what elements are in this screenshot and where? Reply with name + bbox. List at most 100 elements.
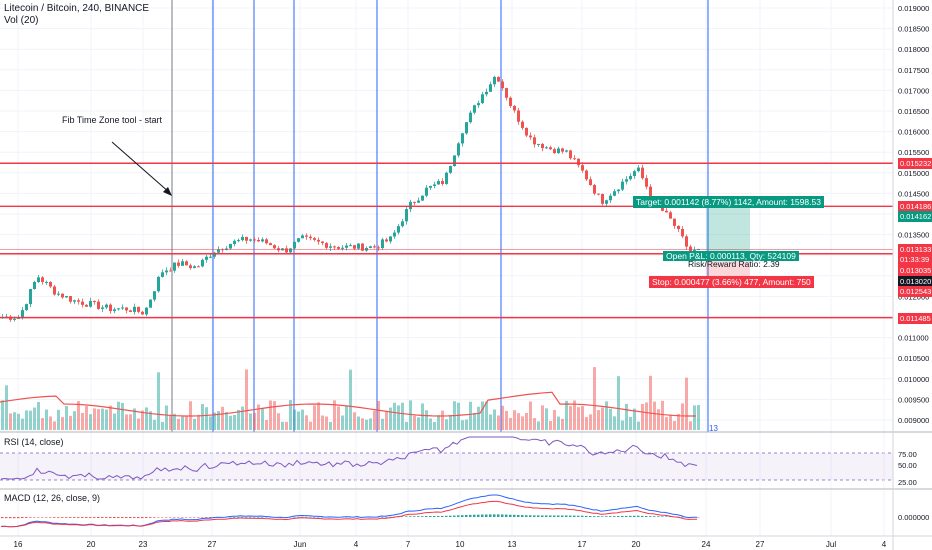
candle-body — [145, 307, 148, 315]
macd-hist-bar — [209, 517, 212, 518]
candle-body — [257, 239, 260, 242]
candle-body — [101, 307, 104, 309]
volume-bar — [389, 407, 392, 430]
candle-body — [281, 248, 284, 251]
horizontal-levels[interactable] — [0, 162, 893, 319]
candle-body — [137, 306, 140, 312]
candle-body — [33, 282, 36, 290]
fib-note[interactable]: Fib Time Zone tool - start — [62, 115, 163, 125]
macd-hist-bar — [5, 517, 8, 519]
candle-body — [249, 239, 252, 241]
macd-hist-bar — [381, 516, 384, 518]
candle-body — [157, 276, 160, 292]
candle-body — [529, 135, 532, 138]
macd-hist-bar — [657, 516, 660, 517]
volume-bar — [633, 408, 636, 430]
macd-hist-bar — [637, 515, 640, 517]
macd-hist-bar — [609, 516, 612, 517]
time-tick: 4 — [354, 540, 359, 549]
volume-bar — [17, 413, 20, 430]
open-pnl-label[interactable]: Open P&L: 0.000113, Qty: 524109 — [663, 251, 799, 261]
candle-body — [621, 181, 624, 190]
volume-bar — [97, 409, 100, 430]
arrow-line[interactable] — [111, 141, 171, 194]
volume-bar — [205, 407, 208, 430]
volume-bar — [377, 401, 380, 430]
macd-hist-bar — [401, 516, 404, 518]
candle-body — [697, 248, 700, 250]
candle-body — [465, 122, 468, 134]
fib-time-zones[interactable] — [171, 0, 709, 432]
candle-body — [73, 300, 76, 302]
volume-bar — [445, 419, 448, 430]
candle-body — [45, 281, 48, 283]
macd-hist-bar — [613, 516, 616, 517]
candle-body — [389, 236, 392, 242]
price-level-tag: 0.015232 — [898, 158, 932, 169]
macd-hist-bar — [49, 517, 52, 518]
macd-hist-bar — [69, 517, 72, 518]
macd-hist-bar — [37, 517, 40, 518]
price-tick: 0.018500 — [898, 25, 929, 34]
volume-bar — [417, 417, 420, 430]
candle-body — [117, 308, 120, 310]
time-tick: 20 — [87, 540, 96, 549]
candle-body — [665, 210, 668, 213]
macd-hist-bar — [201, 517, 204, 518]
candle-body — [689, 246, 692, 252]
volume-bar — [397, 405, 400, 430]
volume-bar — [485, 401, 488, 430]
macd-histogram — [1, 514, 700, 519]
candle-body — [637, 167, 640, 172]
price-tick: 0.015500 — [898, 148, 929, 157]
time-axis[interactable]: 16 20 23 27 Jun 4 7 10 13 17 20 24 27 Jul 4 — [14, 540, 887, 549]
macd-hist-bar — [629, 515, 632, 517]
candle-body — [469, 112, 472, 123]
volume-bar — [77, 401, 80, 430]
position-profit-zone[interactable] — [706, 201, 750, 253]
candlesticks — [1, 75, 700, 323]
candle-body — [557, 148, 560, 154]
macd-hist-bar — [33, 517, 36, 518]
volume-bar — [37, 402, 40, 430]
candle-body — [669, 212, 672, 219]
candle-body — [481, 94, 484, 104]
macd-hist-bar — [9, 517, 12, 519]
price-tick: 0.010500 — [898, 354, 929, 363]
candle-body — [321, 241, 324, 244]
candle-body — [253, 239, 256, 241]
candle-body — [77, 300, 80, 302]
macd-hist-bar — [409, 516, 412, 517]
volume-bar — [69, 415, 72, 430]
macd-hist-bar — [573, 515, 576, 517]
volume-bar — [373, 410, 376, 430]
macd-hist-bar — [577, 515, 580, 517]
candle-body — [213, 252, 216, 257]
volume-bar — [645, 402, 648, 430]
time-tick: 27 — [208, 540, 217, 549]
candle-body — [353, 245, 356, 249]
stop-label[interactable]: Stop: 0.000477 (3.66%) 477, Amount: 750 — [649, 276, 814, 288]
volume-bar — [157, 372, 160, 430]
macd-hist-bar — [57, 517, 60, 518]
volume-bar — [449, 416, 452, 430]
macd-hist-bar — [233, 516, 236, 518]
volume-bar — [649, 375, 652, 430]
candle-body — [345, 245, 348, 248]
volume-bar — [237, 409, 240, 430]
macd-hist-bar — [293, 516, 296, 518]
volume-bar — [353, 412, 356, 430]
macd-hist-bar — [1, 517, 4, 519]
macd-hist-bar — [521, 515, 524, 517]
target-label[interactable]: Target: 0.001142 (8.77%) 1142, Amount: 1… — [633, 196, 824, 208]
macd-hist-bar — [541, 515, 544, 517]
volume-bar — [5, 385, 8, 430]
price-tick: 0.016000 — [898, 128, 929, 137]
volume-bar — [425, 410, 428, 430]
macd-hist-bar — [661, 516, 664, 517]
volume-bar — [153, 419, 156, 430]
candle-body — [693, 249, 696, 252]
macd-hist-bar — [185, 517, 188, 518]
rsi-line — [0, 436, 698, 480]
